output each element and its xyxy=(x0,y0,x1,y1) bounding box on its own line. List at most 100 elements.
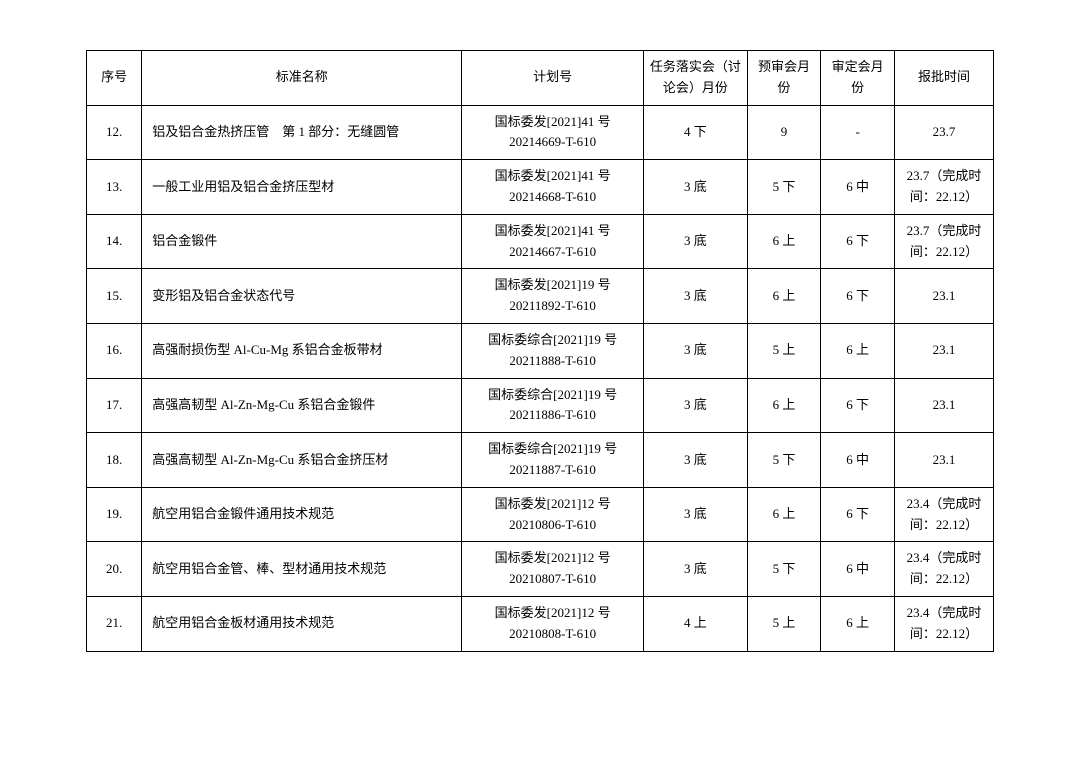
plan-line-2: 20210807-T-610 xyxy=(466,569,639,590)
cell-plan: 国标委发[2021]12 号20210807-T-610 xyxy=(462,542,644,597)
plan-line-1: 国标委综合[2021]19 号 xyxy=(466,385,639,406)
cell-name: 一般工业用铝及铝合金挤压型材 xyxy=(142,160,462,215)
cell-plan: 国标委发[2021]12 号20210806-T-610 xyxy=(462,487,644,542)
cell-rev: 6 中 xyxy=(821,433,895,488)
plan-line-2: 20211888-T-610 xyxy=(466,351,639,372)
plan-line-2: 20214669-T-610 xyxy=(466,132,639,153)
cell-seq: 21. xyxy=(87,596,142,651)
cell-pre: 6 上 xyxy=(747,378,821,433)
cell-rev: 6 下 xyxy=(821,214,895,269)
cell-plan: 国标委综合[2021]19 号20211886-T-610 xyxy=(462,378,644,433)
cell-pre: 5 上 xyxy=(747,596,821,651)
cell-rev: 6 中 xyxy=(821,160,895,215)
cell-name: 高强耐损伤型 Al-Cu-Mg 系铝合金板带材 xyxy=(142,323,462,378)
table-row: 13.一般工业用铝及铝合金挤压型材国标委发[2021]41 号20214668-… xyxy=(87,160,994,215)
table-row: 17.高强高韧型 Al-Zn-Mg-Cu 系铝合金锻件国标委综合[2021]19… xyxy=(87,378,994,433)
cell-plan: 国标委发[2021]41 号20214667-T-610 xyxy=(462,214,644,269)
cell-seq: 14. xyxy=(87,214,142,269)
plan-line-1: 国标委发[2021]41 号 xyxy=(466,112,639,133)
plan-line-1: 国标委综合[2021]19 号 xyxy=(466,439,639,460)
table-row: 19.航空用铝合金锻件通用技术规范国标委发[2021]12 号20210806-… xyxy=(87,487,994,542)
cell-seq: 18. xyxy=(87,433,142,488)
header-time: 报批时间 xyxy=(894,51,993,106)
cell-rev: 6 上 xyxy=(821,596,895,651)
cell-rev: 6 下 xyxy=(821,269,895,324)
cell-rev: 6 下 xyxy=(821,487,895,542)
header-task: 任务落实会（讨论会）月份 xyxy=(644,51,748,106)
table-row: 15.变形铝及铝合金状态代号国标委发[2021]19 号20211892-T-6… xyxy=(87,269,994,324)
plan-line-1: 国标委发[2021]41 号 xyxy=(466,221,639,242)
cell-seq: 17. xyxy=(87,378,142,433)
plan-line-1: 国标委综合[2021]19 号 xyxy=(466,330,639,351)
cell-name: 铝合金锻件 xyxy=(142,214,462,269)
cell-time: 23.1 xyxy=(894,269,993,324)
cell-rev: 6 上 xyxy=(821,323,895,378)
cell-time: 23.7（完成时间：22.12） xyxy=(894,160,993,215)
cell-time: 23.1 xyxy=(894,378,993,433)
cell-plan: 国标委发[2021]19 号20211892-T-610 xyxy=(462,269,644,324)
plan-line-1: 国标委发[2021]12 号 xyxy=(466,494,639,515)
cell-time: 23.7（完成时间：22.12） xyxy=(894,214,993,269)
cell-name: 航空用铝合金锻件通用技术规范 xyxy=(142,487,462,542)
cell-seq: 15. xyxy=(87,269,142,324)
plan-line-1: 国标委发[2021]19 号 xyxy=(466,275,639,296)
cell-seq: 13. xyxy=(87,160,142,215)
cell-name: 航空用铝合金板材通用技术规范 xyxy=(142,596,462,651)
cell-plan: 国标委发[2021]12 号20210808-T-610 xyxy=(462,596,644,651)
cell-time: 23.7 xyxy=(894,105,993,160)
cell-name: 铝及铝合金热挤压管 第 1 部分：无缝圆管 xyxy=(142,105,462,160)
cell-name: 变形铝及铝合金状态代号 xyxy=(142,269,462,324)
cell-task: 3 底 xyxy=(644,378,748,433)
table-row: 14.铝合金锻件国标委发[2021]41 号20214667-T-6103 底6… xyxy=(87,214,994,269)
cell-plan: 国标委综合[2021]19 号20211887-T-610 xyxy=(462,433,644,488)
cell-name: 高强高韧型 Al-Zn-Mg-Cu 系铝合金挤压材 xyxy=(142,433,462,488)
plan-line-1: 国标委发[2021]12 号 xyxy=(466,548,639,569)
cell-pre: 6 上 xyxy=(747,487,821,542)
cell-time: 23.4（完成时间：22.12） xyxy=(894,596,993,651)
plan-line-2: 20214667-T-610 xyxy=(466,242,639,263)
header-seq: 序号 xyxy=(87,51,142,106)
table-row: 18.高强高韧型 Al-Zn-Mg-Cu 系铝合金挤压材国标委综合[2021]1… xyxy=(87,433,994,488)
table-row: 20.航空用铝合金管、棒、型材通用技术规范国标委发[2021]12 号20210… xyxy=(87,542,994,597)
table-body: 12.铝及铝合金热挤压管 第 1 部分：无缝圆管国标委发[2021]41 号20… xyxy=(87,105,994,651)
cell-task: 4 上 xyxy=(644,596,748,651)
cell-task: 3 底 xyxy=(644,160,748,215)
cell-time: 23.4（完成时间：22.12） xyxy=(894,487,993,542)
cell-pre: 5 上 xyxy=(747,323,821,378)
plan-line-2: 20210808-T-610 xyxy=(466,624,639,645)
header-pre: 预审会月份 xyxy=(747,51,821,106)
cell-pre: 5 下 xyxy=(747,542,821,597)
cell-task: 3 底 xyxy=(644,433,748,488)
cell-task: 3 底 xyxy=(644,269,748,324)
cell-seq: 20. xyxy=(87,542,142,597)
header-plan: 计划号 xyxy=(462,51,644,106)
plan-line-2: 20211887-T-610 xyxy=(466,460,639,481)
cell-rev: - xyxy=(821,105,895,160)
table-row: 12.铝及铝合金热挤压管 第 1 部分：无缝圆管国标委发[2021]41 号20… xyxy=(87,105,994,160)
plan-line-2: 20211892-T-610 xyxy=(466,296,639,317)
cell-time: 23.4（完成时间：22.12） xyxy=(894,542,993,597)
table-row: 16.高强耐损伤型 Al-Cu-Mg 系铝合金板带材国标委综合[2021]19 … xyxy=(87,323,994,378)
table-row: 21.航空用铝合金板材通用技术规范国标委发[2021]12 号20210808-… xyxy=(87,596,994,651)
cell-task: 4 下 xyxy=(644,105,748,160)
cell-pre: 5 下 xyxy=(747,160,821,215)
cell-plan: 国标委综合[2021]19 号20211888-T-610 xyxy=(462,323,644,378)
cell-name: 高强高韧型 Al-Zn-Mg-Cu 系铝合金锻件 xyxy=(142,378,462,433)
header-name: 标准名称 xyxy=(142,51,462,106)
cell-seq: 16. xyxy=(87,323,142,378)
plan-line-2: 20211886-T-610 xyxy=(466,405,639,426)
cell-pre: 6 上 xyxy=(747,214,821,269)
cell-task: 3 底 xyxy=(644,323,748,378)
cell-task: 3 底 xyxy=(644,214,748,269)
cell-seq: 12. xyxy=(87,105,142,160)
plan-line-2: 20210806-T-610 xyxy=(466,515,639,536)
table-header-row: 序号 标准名称 计划号 任务落实会（讨论会）月份 预审会月份 审定会月份 报批时… xyxy=(87,51,994,106)
cell-pre: 5 下 xyxy=(747,433,821,488)
cell-pre: 6 上 xyxy=(747,269,821,324)
standards-table: 序号 标准名称 计划号 任务落实会（讨论会）月份 预审会月份 审定会月份 报批时… xyxy=(86,50,994,652)
cell-plan: 国标委发[2021]41 号20214669-T-610 xyxy=(462,105,644,160)
cell-time: 23.1 xyxy=(894,323,993,378)
cell-task: 3 底 xyxy=(644,542,748,597)
cell-time: 23.1 xyxy=(894,433,993,488)
cell-task: 3 底 xyxy=(644,487,748,542)
